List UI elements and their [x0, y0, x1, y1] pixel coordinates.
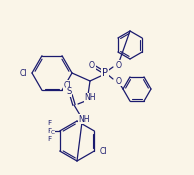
Text: F: F — [48, 120, 52, 126]
Text: NH: NH — [84, 93, 96, 103]
Text: NH: NH — [78, 114, 90, 124]
Text: O: O — [116, 61, 122, 69]
Text: S: S — [66, 88, 72, 96]
Text: O: O — [89, 61, 95, 71]
Text: Cl: Cl — [19, 69, 27, 79]
Text: Cl: Cl — [64, 81, 72, 90]
Text: P: P — [102, 68, 108, 78]
Text: O: O — [116, 76, 122, 86]
Text: Cl: Cl — [99, 146, 107, 156]
Text: C: C — [51, 130, 55, 135]
Text: F: F — [48, 128, 52, 134]
Text: F: F — [48, 136, 52, 142]
